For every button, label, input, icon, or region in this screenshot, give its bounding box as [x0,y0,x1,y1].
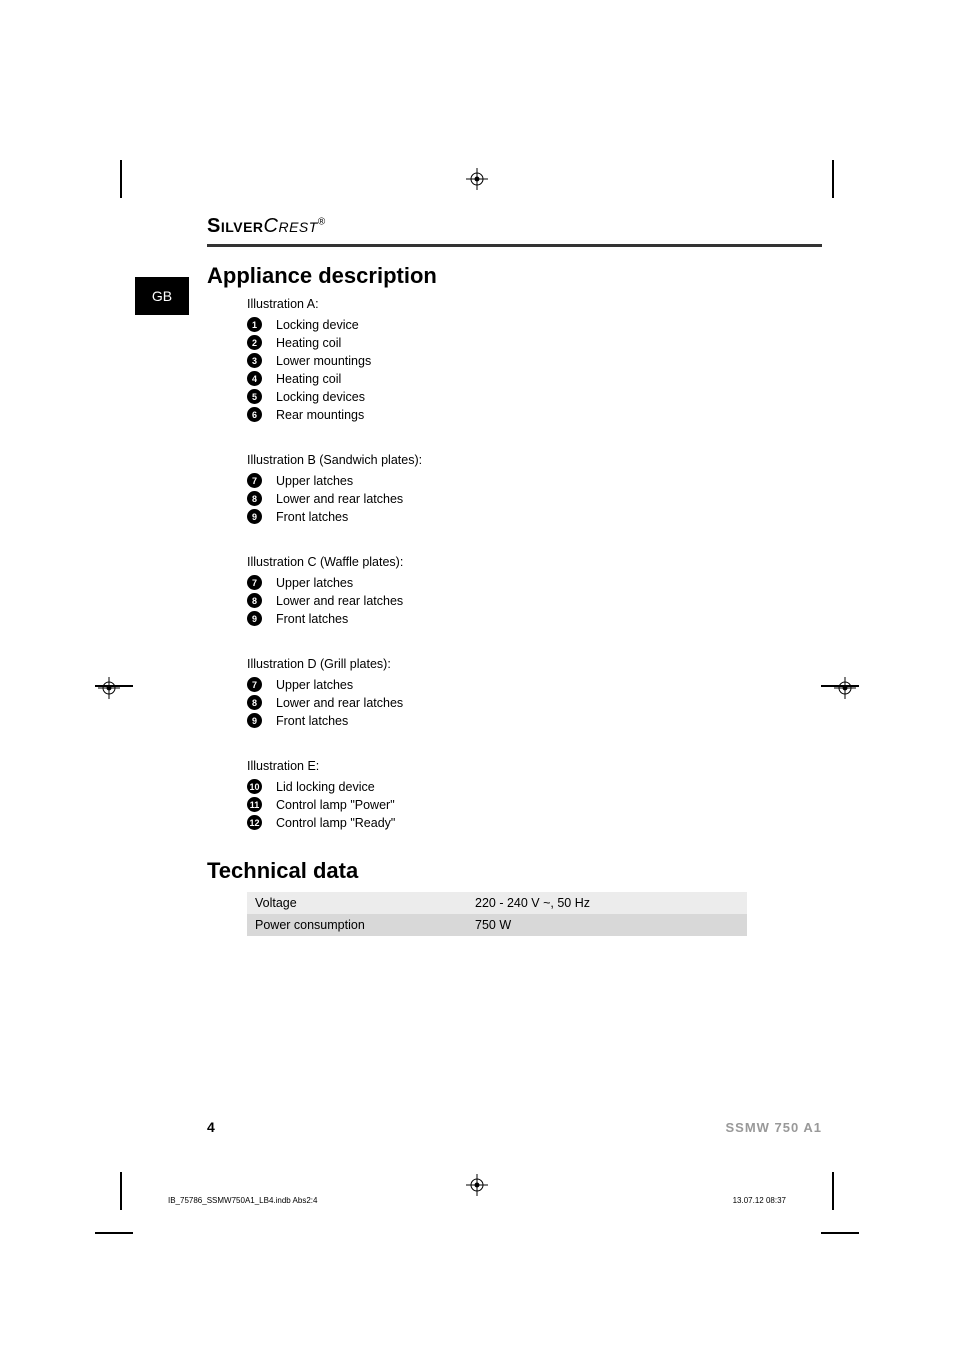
imposition-timestamp: 13.07.12 08:37 [733,1196,786,1205]
registration-mark-icon [98,677,120,699]
cropmark [120,1172,122,1210]
list-item: 7 Upper latches [247,575,825,590]
list-item: 3 Lower mountings [247,353,825,368]
item-number-badge: 7 [247,473,262,488]
item-label: Upper latches [276,576,353,590]
item-label: Front latches [276,510,348,524]
brand-light: Crest [264,215,318,237]
item-label: Upper latches [276,678,353,692]
list-item: 10 Lid locking device [247,779,825,794]
item-label: Upper latches [276,474,353,488]
imposition-file: IB_75786_SSMW750A1_LB4.indb Abs2:4 [168,1196,317,1205]
header-rule [207,244,822,247]
cropmark [95,1232,133,1234]
illustration-heading: Illustration E: [247,759,825,773]
technical-data-table: Voltage220 - 240 V ~, 50 Hz Power consum… [247,892,747,936]
list-item: 8 Lower and rear latches [247,695,825,710]
item-number-badge: 11 [247,797,262,812]
item-label: Lid locking device [276,780,375,794]
item-number-badge: 8 [247,491,262,506]
table-cell: Voltage [247,892,467,914]
item-number-badge: 9 [247,509,262,524]
item-number-badge: 7 [247,575,262,590]
item-number-badge: 5 [247,389,262,404]
brand-logo: SilverCrest® [207,215,825,238]
illustration-heading: Illustration D (Grill plates): [247,657,825,671]
illustration-heading: Illustration C (Waffle plates): [247,555,825,569]
item-label: Heating coil [276,372,341,386]
illustration-heading: Illustration B (Sandwich plates): [247,453,825,467]
cropmark [832,1172,834,1210]
item-number-badge: 2 [247,335,262,350]
item-label: Locking devices [276,390,365,404]
registration-mark-icon [466,168,488,190]
language-badge: GB [135,277,189,315]
cropmark [120,160,122,198]
item-number-badge: 10 [247,779,262,794]
list-item: 7 Upper latches [247,473,825,488]
item-label: Front latches [276,612,348,626]
list-item: 9 Front latches [247,611,825,626]
list-item: 12 Control lamp "Ready" [247,815,825,830]
item-label: Front latches [276,714,348,728]
page-number: 4 [207,1119,215,1135]
brand-bold: Silver [207,215,264,237]
list-item: 9 Front latches [247,713,825,728]
item-label: Rear mountings [276,408,364,422]
illustration-heading: Illustration A: [247,297,825,311]
item-label: Heating coil [276,336,341,350]
body-content: Appliance description Illustration A: 1 Lo… [207,263,825,936]
item-label: Lower mountings [276,354,371,368]
list-item: 2 Heating coil [247,335,825,350]
page-content: SilverCrest® GB Appliance description Il… [135,215,825,1135]
section-title: Appliance description [207,263,825,289]
item-label: Lower and rear latches [276,492,403,506]
item-number-badge: 6 [247,407,262,422]
list-item: 8 Lower and rear latches [247,491,825,506]
item-number-badge: 12 [247,815,262,830]
list-item: 5 Locking devices [247,389,825,404]
table-cell: Power consumption [247,914,467,936]
item-label: Lower and rear latches [276,696,403,710]
item-number-badge: 9 [247,713,262,728]
registration-mark-icon [466,1174,488,1196]
table-cell: 750 W [467,914,747,936]
cropmark [832,160,834,198]
item-number-badge: 9 [247,611,262,626]
item-number-badge: 7 [247,677,262,692]
item-label: Locking device [276,318,359,332]
imposition-footer: IB_75786_SSMW750A1_LB4.indb Abs2:4 13.07… [168,1196,786,1205]
table-row: Power consumption750 W [247,914,747,936]
registration-mark-icon [834,677,856,699]
item-label: Lower and rear latches [276,594,403,608]
list-item: 4 Heating coil [247,371,825,386]
list-item: 6 Rear mountings [247,407,825,422]
product-code: SSMW 750 A1 [726,1120,823,1135]
table-cell: 220 - 240 V ~, 50 Hz [467,892,747,914]
page-footer: 4 SSMW 750 A1 [207,1119,822,1135]
list-item: 7 Upper latches [247,677,825,692]
item-label: Control lamp "Ready" [276,816,395,830]
item-number-badge: 1 [247,317,262,332]
list-item: 8 Lower and rear latches [247,593,825,608]
brand-reg: ® [318,216,326,227]
item-label: Control lamp "Power" [276,798,395,812]
item-number-badge: 3 [247,353,262,368]
item-number-badge: 4 [247,371,262,386]
list-item: 9 Front latches [247,509,825,524]
list-item: 11 Control lamp "Power" [247,797,825,812]
cropmark [821,1232,859,1234]
list-item: 1 Locking device [247,317,825,332]
section-title: Technical data [207,858,825,884]
table-row: Voltage220 - 240 V ~, 50 Hz [247,892,747,914]
item-number-badge: 8 [247,695,262,710]
item-number-badge: 8 [247,593,262,608]
